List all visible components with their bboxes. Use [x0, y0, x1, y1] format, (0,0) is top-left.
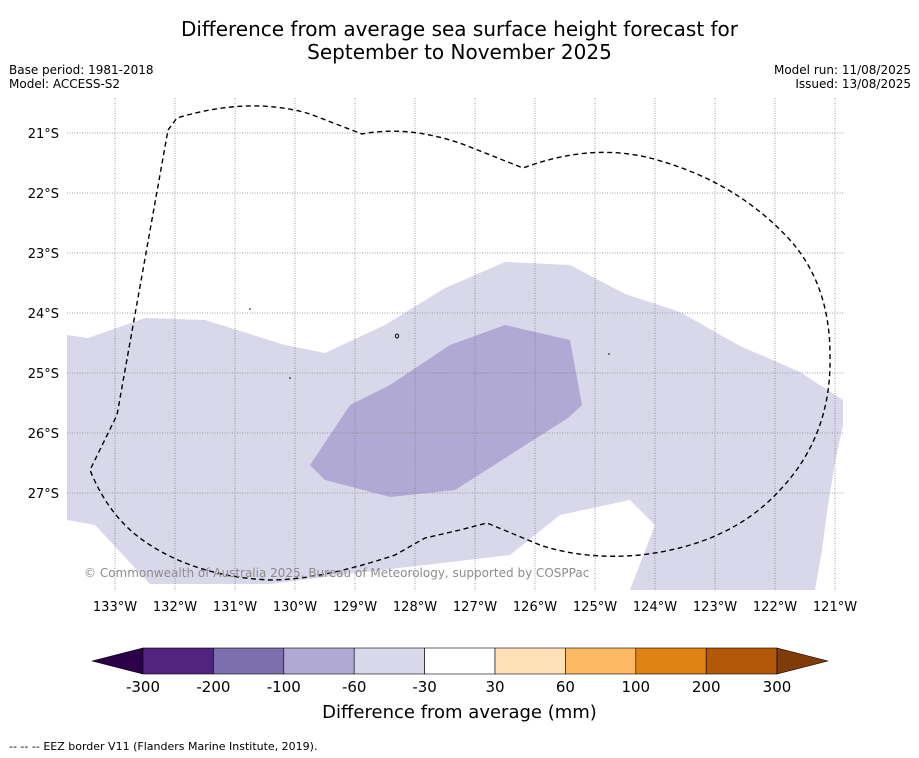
lon-label: 130°W: [273, 600, 317, 615]
lon-label: 131°W: [213, 600, 257, 615]
colorbar-bin: [213, 647, 285, 675]
title-line-2: September to November 2025: [307, 40, 612, 64]
island-marker: [249, 308, 251, 310]
issued-date: Issued: 13/08/2025: [795, 77, 911, 91]
colorbar-tick-label: -100: [267, 678, 301, 696]
lat-label: 27°S: [28, 487, 59, 502]
island-marker: [608, 353, 610, 355]
colorbar-tick-label: -30: [412, 678, 437, 696]
lat-label: 26°S: [28, 427, 59, 442]
eez-border: [89, 105, 831, 581]
lon-label: 125°W: [573, 600, 617, 615]
lon-label: 127°W: [453, 600, 497, 615]
base-period: Base period: 1981-2018: [9, 63, 154, 77]
colorbar-bin: [142, 647, 214, 675]
lon-label: 123°W: [693, 600, 737, 615]
colorbar-tick-label: -300: [126, 678, 160, 696]
latitude-labels: 21°S 22°S 23°S 24°S 25°S 26°S 27°S: [28, 127, 59, 502]
lat-label: 21°S: [28, 127, 59, 142]
colorbar-bin: [635, 647, 707, 675]
longitude-gridlines: [114, 98, 836, 591]
lat-label: 24°S: [28, 307, 59, 322]
colorbar-tick-label: -200: [196, 678, 230, 696]
colorbar-under-triangle: [91, 647, 144, 675]
colorbar-over-triangle: [776, 647, 829, 675]
lon-label: 122°W: [753, 600, 797, 615]
colorbar-bin: [494, 647, 566, 675]
colorbar-tick-label: -60: [342, 678, 367, 696]
longitude-labels: 133°W 132°W 131°W 130°W 129°W 128°W 127°…: [93, 600, 857, 615]
colorbar-tick-labels: -300 -200 -100 -60 -30 30 60 100 200 300: [126, 678, 791, 696]
lon-label: 129°W: [333, 600, 377, 615]
island-marker: [289, 377, 291, 379]
colorbar-bins: [142, 647, 778, 675]
colorbar-title: Difference from average (mm): [322, 702, 597, 723]
anomaly-region-medium: [310, 325, 582, 497]
colorbar-bin: [565, 647, 637, 675]
colorbar-bin: [424, 647, 496, 675]
lat-label: 23°S: [28, 247, 59, 262]
lon-label: 132°W: [153, 600, 197, 615]
meta-left: Base period: 1981-2018 Model: ACCESS-S2: [9, 63, 154, 91]
lat-label: 22°S: [28, 187, 59, 202]
model-name: Model: ACCESS-S2: [9, 77, 121, 91]
latitude-gridlines: [67, 132, 843, 494]
model-run: Model run: 11/08/2025: [773, 63, 911, 77]
title-line-1: Difference from average sea surface heig…: [180, 17, 739, 41]
map-title: Difference from average sea surface heig…: [0, 18, 919, 64]
eez-legend: -- -- -- EEZ border V11 (Flanders Marine…: [9, 740, 317, 753]
colorbar: -300 -200 -100 -60 -30 30 60 100 200 300: [91, 647, 829, 696]
lon-label: 121°W: [813, 600, 857, 615]
lat-label: 25°S: [28, 367, 59, 382]
colorbar-tick-label: 60: [556, 678, 575, 696]
copyright-text: © Commonwealth of Australia 2025, Bureau…: [84, 566, 589, 580]
lon-label: 128°W: [393, 600, 437, 615]
colorbar-bin: [705, 647, 778, 675]
lon-label: 133°W: [93, 600, 137, 615]
colorbar-tick-label: 200: [692, 678, 721, 696]
colorbar-bin: [283, 647, 355, 675]
lon-label: 124°W: [633, 600, 677, 615]
colorbar-tick-label: 30: [485, 678, 504, 696]
colorbar-tick-label: 300: [763, 678, 792, 696]
island-marker: [394, 333, 400, 339]
colorbar-bin: [353, 647, 425, 675]
colorbar-tick-label: 100: [621, 678, 650, 696]
eez-line-symbol: -- -- --: [9, 740, 40, 753]
eez-legend-label: EEZ border V11 (Flanders Marine Institut…: [43, 740, 318, 753]
lon-label: 126°W: [513, 600, 557, 615]
meta-right: Model run: 11/08/2025 Issued: 13/08/2025: [774, 63, 911, 91]
